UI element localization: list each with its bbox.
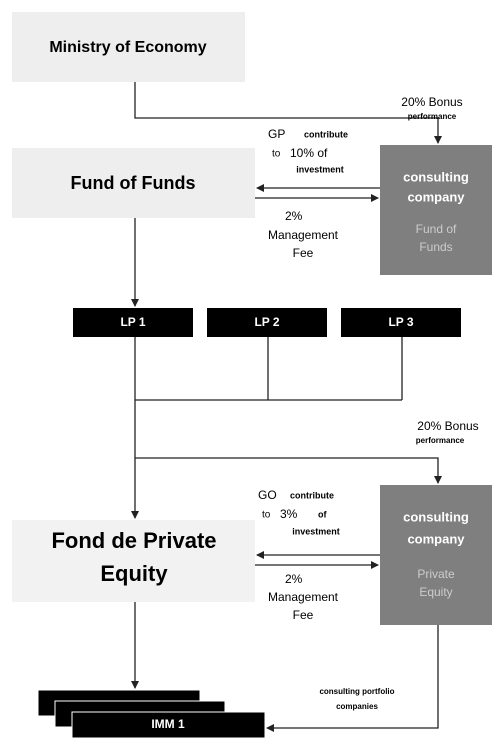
contribute-label: investment bbox=[292, 526, 340, 536]
lp-box bbox=[341, 308, 461, 337]
fee-label: Fee bbox=[293, 246, 314, 260]
consulting-title: company bbox=[407, 531, 465, 546]
contribute-label: 10% of bbox=[290, 146, 328, 160]
consulting-subtitle: Funds bbox=[419, 240, 452, 254]
ministry-box bbox=[12, 12, 245, 82]
fee-label: Management bbox=[268, 590, 339, 604]
contribute-label: GO bbox=[258, 488, 277, 502]
fee-label: 2% bbox=[285, 209, 303, 223]
portfolio-label: companies bbox=[336, 702, 378, 711]
fee-label: Management bbox=[268, 228, 339, 242]
bonus-sub: performance bbox=[408, 112, 457, 121]
fof-box bbox=[12, 148, 255, 218]
fund-pe-label: Fond de Private bbox=[51, 528, 216, 553]
portfolio-label: consulting portfolio bbox=[319, 687, 394, 696]
contribute-label: of bbox=[318, 509, 327, 519]
imm-label: IMM 1 bbox=[151, 717, 185, 731]
lp-box bbox=[207, 308, 327, 337]
consulting-title: consulting bbox=[403, 169, 469, 184]
consulting-subtitle: Equity bbox=[419, 585, 452, 599]
fee-label: 2% bbox=[285, 572, 303, 586]
consulting-pe-box bbox=[380, 485, 492, 625]
contribute-label: to bbox=[262, 510, 271, 521]
fof-label: Fund of Funds bbox=[71, 173, 196, 193]
contribute-label: contribute bbox=[290, 490, 334, 500]
contribute-label: GP bbox=[268, 127, 285, 141]
bonus-sub: performance bbox=[416, 436, 465, 445]
fee-label: Fee bbox=[293, 608, 314, 622]
consulting-fof-box bbox=[380, 145, 492, 275]
consulting-title: consulting bbox=[403, 509, 469, 524]
fund-pe-label: Equity bbox=[100, 561, 168, 586]
lp-label: LP 3 bbox=[388, 315, 413, 329]
imm-box bbox=[71, 711, 266, 739]
contribute-label: investment bbox=[296, 164, 344, 174]
lp-box bbox=[73, 308, 193, 337]
consulting-subtitle: Fund of bbox=[416, 222, 457, 236]
ministry-label: Ministry of Economy bbox=[49, 39, 206, 56]
contribute-label: to bbox=[272, 149, 281, 160]
bonus-label: 20% Bonus bbox=[401, 95, 462, 109]
lp-label: LP 1 bbox=[120, 315, 145, 329]
consulting-title: company bbox=[407, 189, 465, 204]
fund-pe-box bbox=[12, 520, 255, 602]
bonus-label: 20% Bonus bbox=[417, 419, 478, 433]
lp-label: LP 2 bbox=[254, 315, 279, 329]
contribute-label: contribute bbox=[304, 129, 348, 139]
connectors bbox=[131, 82, 442, 732]
consulting-subtitle: Private bbox=[417, 567, 455, 581]
contribute-label: 3% bbox=[280, 507, 298, 521]
